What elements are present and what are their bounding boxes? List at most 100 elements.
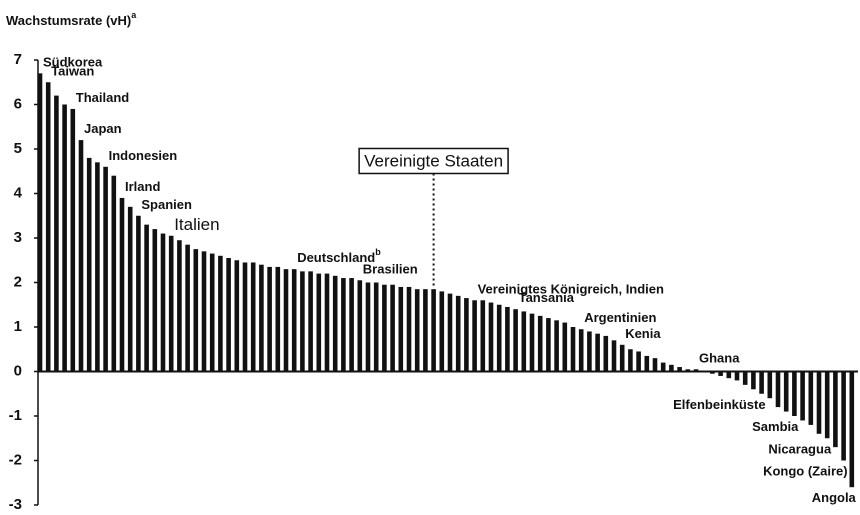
bar bbox=[562, 322, 568, 372]
bar bbox=[578, 329, 584, 372]
bar bbox=[824, 371, 830, 439]
y-tick-label: 5 bbox=[14, 140, 22, 157]
bar bbox=[726, 371, 732, 379]
bar bbox=[78, 140, 84, 372]
category-label: Deutschlandb bbox=[297, 248, 381, 266]
bar bbox=[767, 371, 773, 399]
bar bbox=[127, 206, 133, 372]
category-label: Italien bbox=[174, 215, 219, 234]
bar bbox=[185, 244, 190, 372]
bar bbox=[250, 262, 256, 372]
bar bbox=[841, 371, 846, 461]
bar bbox=[546, 318, 551, 372]
bar bbox=[751, 371, 756, 390]
category-label: Tansania bbox=[519, 291, 575, 306]
bar bbox=[595, 333, 600, 372]
bar bbox=[513, 309, 518, 372]
bar bbox=[283, 269, 289, 372]
bar bbox=[218, 255, 223, 372]
bar bbox=[275, 266, 281, 372]
bar bbox=[603, 335, 609, 372]
bar bbox=[464, 298, 469, 372]
bar bbox=[833, 371, 838, 448]
bar bbox=[570, 327, 576, 372]
y-tick-label: 3 bbox=[14, 229, 22, 246]
bar bbox=[398, 286, 404, 372]
bar bbox=[54, 95, 59, 372]
category-name: Vereinigtes Königreich, Indien bbox=[478, 282, 664, 297]
bar bbox=[439, 291, 445, 372]
category-name: Kongo (Zaire) bbox=[763, 464, 848, 479]
category-label: Irland bbox=[125, 179, 160, 194]
category-name: Brasilien bbox=[363, 262, 418, 277]
bar bbox=[660, 362, 666, 372]
bar bbox=[382, 284, 387, 372]
category-label: Vereinigtes Königreich, Indien bbox=[478, 282, 664, 297]
bar bbox=[505, 306, 510, 372]
bar bbox=[710, 371, 715, 374]
bar bbox=[95, 162, 100, 372]
bar bbox=[783, 371, 789, 412]
bar bbox=[357, 280, 363, 372]
bar bbox=[316, 273, 322, 372]
category-label: Südkorea bbox=[43, 55, 103, 70]
bar bbox=[45, 82, 51, 372]
bar bbox=[800, 371, 805, 421]
bar bbox=[496, 304, 502, 372]
bar bbox=[808, 371, 814, 425]
bar bbox=[423, 289, 428, 372]
bar bbox=[37, 73, 43, 372]
bar bbox=[373, 282, 379, 372]
bar bbox=[242, 262, 248, 372]
category-name: Thailand bbox=[76, 90, 130, 105]
category-label: Thailand bbox=[76, 90, 130, 105]
bar bbox=[234, 260, 240, 372]
bar bbox=[267, 266, 272, 372]
bar bbox=[390, 284, 395, 372]
bar bbox=[414, 289, 420, 372]
bar bbox=[611, 340, 617, 372]
category-label: Brasilien bbox=[363, 262, 418, 277]
bar bbox=[792, 371, 797, 416]
bar bbox=[341, 278, 346, 372]
bar bbox=[521, 311, 527, 372]
category-name: Taiwan bbox=[51, 64, 94, 79]
bar bbox=[849, 371, 855, 488]
category-name: Angola bbox=[812, 491, 857, 506]
bar bbox=[111, 175, 117, 372]
category-name: Elfenbeinküste bbox=[673, 397, 765, 412]
y-label: Wachstumsrate (vH) bbox=[6, 13, 131, 28]
bar bbox=[144, 224, 149, 372]
y-tick-label: 6 bbox=[14, 95, 22, 112]
bar bbox=[431, 289, 436, 372]
bar bbox=[628, 349, 633, 372]
y-tick-label: 2 bbox=[14, 273, 22, 290]
category-name: Südkorea bbox=[43, 55, 103, 70]
category-name: Japan bbox=[84, 122, 122, 137]
bar bbox=[652, 358, 658, 372]
category-label: Argentinien bbox=[584, 311, 656, 326]
bar bbox=[201, 251, 207, 372]
bar bbox=[644, 355, 650, 372]
bar bbox=[816, 371, 822, 434]
category-label: Japan bbox=[84, 122, 122, 137]
bar bbox=[86, 157, 92, 372]
bar bbox=[554, 320, 559, 372]
bar bbox=[209, 253, 215, 372]
y-tick-label: -3 bbox=[9, 496, 22, 513]
bar bbox=[70, 108, 76, 372]
bar bbox=[226, 258, 231, 372]
category-name: Tansania bbox=[519, 291, 575, 306]
category-label: Ghana bbox=[699, 351, 740, 366]
category-name: Argentinien bbox=[584, 311, 656, 326]
category-label: Nicaragua bbox=[768, 442, 832, 457]
bar bbox=[455, 295, 461, 372]
category-name: Irland bbox=[125, 179, 160, 194]
category-name: Italien bbox=[174, 215, 219, 234]
category-note: b bbox=[375, 248, 381, 258]
category-name: Nicaragua bbox=[768, 442, 832, 457]
category-label: Indonesien bbox=[109, 148, 178, 163]
bar bbox=[259, 264, 264, 372]
bar bbox=[529, 313, 535, 372]
